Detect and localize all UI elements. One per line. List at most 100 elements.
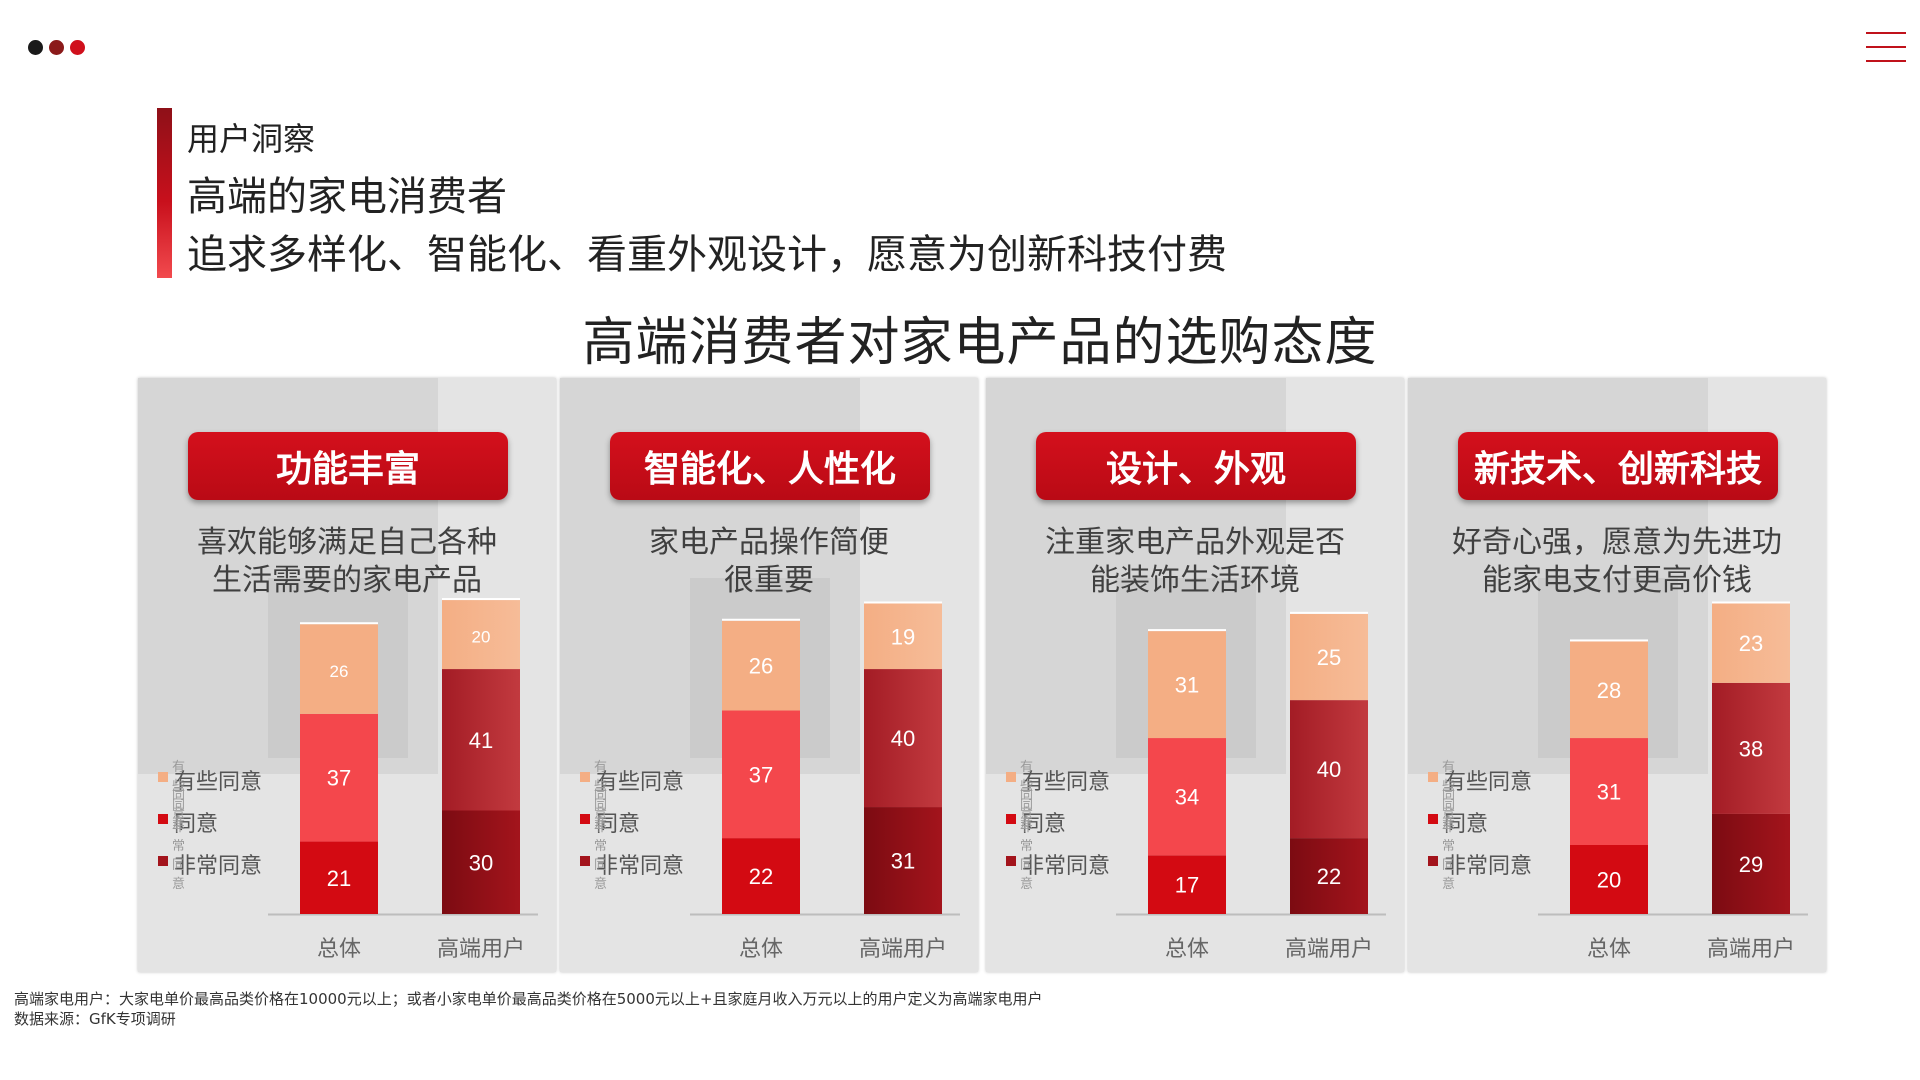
- bar-top-edge: [442, 598, 520, 601]
- legend-ghost-label: 有些同意: [1020, 760, 1034, 832]
- dot-red: [70, 40, 85, 55]
- stacked-bar-plot: 20 31 28 总体 29 38 23 高端用户: [1538, 601, 1808, 962]
- chart-panel: 功能丰富 喜欢能够满足自己各种 生活需要的家电产品 21 37 26 总体 30 41 20 高端用…: [138, 378, 556, 972]
- bar-somewhat-agree-premium: [442, 600, 520, 670]
- data-label: 20: [1597, 868, 1621, 893]
- bar-top-edge: [1712, 601, 1790, 604]
- bar-top-edge: [1148, 629, 1226, 632]
- x-tick-label: 总体: [1587, 937, 1631, 962]
- stacked-bar-plot: 17 34 31 总体 22 40 25 高端用户: [1116, 611, 1386, 962]
- panel-description-line: 家电产品操作简便: [649, 525, 889, 560]
- legend-label: 非常同意: [1444, 854, 1533, 879]
- bar-somewhat-agree-premium: [1712, 603, 1790, 683]
- panel-description: 家电产品操作简便 很重要: [560, 524, 978, 600]
- panel-description-line: 能家电支付更高价钱: [1482, 563, 1752, 598]
- legend-label: 有些同意: [1444, 770, 1533, 795]
- legend-label: 非常同意: [174, 854, 263, 879]
- data-label: 20: [472, 628, 491, 647]
- bar-top-edge: [300, 622, 378, 625]
- bar-agree-premium: [1290, 700, 1368, 839]
- data-label: 41: [469, 728, 493, 753]
- bar-strongly-agree-premium: [442, 810, 520, 914]
- data-label: 31: [1175, 673, 1199, 698]
- panel-description-line: 喜欢能够满足自己各种: [197, 525, 497, 560]
- bar-strongly-agree-overall: [300, 841, 378, 914]
- legend-ghost-label: 非常同意: [1442, 820, 1456, 892]
- legend-label: 同意: [1022, 812, 1067, 837]
- panel-label: 设计、外观: [1036, 432, 1356, 500]
- data-label: 28: [1597, 678, 1621, 703]
- bar-strongly-agree-overall: [1570, 845, 1648, 914]
- window-dots: [28, 40, 85, 55]
- data-label: 34: [1175, 785, 1199, 810]
- panel-description-line: 好奇心强，愿意为先进功: [1452, 525, 1782, 560]
- legend-swatch: [1006, 856, 1016, 866]
- legend-swatch: [1428, 772, 1438, 782]
- chart-panel: 设计、外观 注重家电产品外观是否 能装饰生活环境 17 34 31 总体 22 40 25 高端用户…: [986, 378, 1404, 972]
- legend-ghost-label: 同意: [172, 788, 186, 822]
- x-tick-label: 总体: [1165, 937, 1209, 962]
- bar-agree-premium: [442, 669, 520, 811]
- panel-description-line: 生活需要的家电产品: [212, 563, 482, 598]
- legend-ghost-label: 同意: [1020, 788, 1034, 822]
- bar-top-edge: [722, 618, 800, 621]
- legend-swatch: [1428, 814, 1438, 824]
- bar-strongly-agree-overall: [1148, 855, 1226, 914]
- footnote-source: 数据来源：GfK专项调研: [14, 1010, 176, 1028]
- data-label: 40: [1317, 757, 1341, 782]
- data-label: 22: [749, 864, 773, 889]
- dot-black: [28, 40, 43, 55]
- data-label: 22: [1317, 864, 1341, 889]
- data-label: 31: [891, 849, 915, 874]
- x-tick-label: 高端用户: [1707, 937, 1795, 962]
- legend-swatch: [580, 772, 590, 782]
- legend-swatch: [158, 772, 168, 782]
- data-label: 17: [1175, 873, 1199, 898]
- footnote-definition: 高端家电用户：大家电单价最高品类价格在10000元以上；或者小家电单价最高品类价…: [14, 990, 1043, 1008]
- bar-strongly-agree-overall: [722, 838, 800, 914]
- headline-accent-bar: [157, 108, 172, 278]
- bar-strongly-agree-premium: [1712, 813, 1790, 914]
- bar-agree-overall: [300, 713, 378, 842]
- data-label: 30: [469, 850, 493, 875]
- bar-agree-overall: [1148, 738, 1226, 856]
- x-tick-label: 高端用户: [1285, 937, 1373, 962]
- x-tick-label: 高端用户: [859, 937, 947, 962]
- bar-agree-overall: [722, 710, 800, 839]
- data-label: 40: [891, 726, 915, 751]
- panel-description-line: 注重家电产品外观是否: [1045, 525, 1345, 560]
- legend-label: 非常同意: [1022, 854, 1111, 879]
- data-label: 29: [1739, 852, 1763, 877]
- subheadline: 追求多样化、智能化、看重外观设计，愿意为创新科技付费: [187, 232, 1227, 278]
- panel-label: 新技术、创新科技: [1458, 432, 1778, 500]
- data-label: 37: [749, 762, 773, 787]
- legend-ghost-label: 有些同意: [594, 760, 608, 832]
- x-tick-label: 总体: [739, 937, 783, 962]
- legend-swatch: [1006, 814, 1016, 824]
- legend-label: 有些同意: [174, 770, 263, 795]
- legend-swatch: [1006, 772, 1016, 782]
- headline: 高端的家电消费者: [187, 174, 507, 220]
- menu-icon[interactable]: [1866, 32, 1906, 62]
- section-eyebrow: 用户洞察: [187, 120, 316, 158]
- panel-description: 喜欢能够满足自己各种 生活需要的家电产品: [138, 524, 556, 600]
- legend-swatch: [580, 814, 590, 824]
- legend-label: 有些同意: [596, 770, 685, 795]
- data-label: 19: [891, 624, 915, 649]
- legend-ghost-label: 非常同意: [1020, 820, 1034, 892]
- bar-somewhat-agree-overall: [1570, 641, 1648, 739]
- legend-swatch: [158, 856, 168, 866]
- data-label: 38: [1739, 736, 1763, 761]
- legend-swatch: [158, 814, 168, 824]
- bar-agree-overall: [1570, 738, 1648, 845]
- chart-panel: 新技术、创新科技 好奇心强，愿意为先进功 能家电支付更高价钱 20 31 28 总体 29 38…: [1408, 378, 1826, 972]
- x-tick-label: 总体: [317, 937, 361, 962]
- dot-darkred: [49, 40, 64, 55]
- legend-ghost-label: 同意: [594, 788, 608, 822]
- panel-label: 功能丰富: [188, 432, 508, 500]
- panel-label: 智能化、人性化: [610, 432, 930, 500]
- panel-description: 注重家电产品外观是否 能装饰生活环境: [986, 524, 1404, 600]
- bar-agree-premium: [864, 669, 942, 808]
- data-label: 21: [327, 866, 351, 891]
- stacked-bar-plot: 21 37 26 总体 30 41 20 高端用户: [268, 598, 538, 962]
